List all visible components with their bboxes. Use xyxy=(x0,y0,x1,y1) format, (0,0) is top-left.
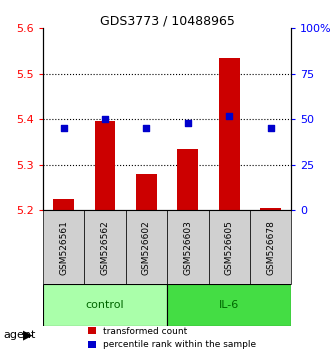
Text: GSM526561: GSM526561 xyxy=(59,220,68,275)
Point xyxy=(144,125,149,131)
Text: GSM526605: GSM526605 xyxy=(225,220,234,275)
FancyBboxPatch shape xyxy=(126,210,167,284)
FancyBboxPatch shape xyxy=(43,284,167,326)
Legend: transformed count, percentile rank within the sample: transformed count, percentile rank withi… xyxy=(85,323,260,353)
Title: GDS3773 / 10488965: GDS3773 / 10488965 xyxy=(100,14,235,27)
FancyBboxPatch shape xyxy=(167,284,291,326)
FancyBboxPatch shape xyxy=(84,210,126,284)
Text: control: control xyxy=(86,300,124,310)
FancyBboxPatch shape xyxy=(250,210,291,284)
Bar xyxy=(177,149,198,210)
Text: agent: agent xyxy=(3,330,36,339)
Text: IL-6: IL-6 xyxy=(219,300,239,310)
FancyBboxPatch shape xyxy=(209,210,250,284)
Bar xyxy=(219,58,240,210)
Point xyxy=(226,113,232,118)
Point xyxy=(61,125,66,131)
Point xyxy=(103,116,108,122)
Text: ▶: ▶ xyxy=(23,328,33,341)
Point xyxy=(185,120,191,126)
Bar xyxy=(260,208,281,210)
Text: GSM526562: GSM526562 xyxy=(101,220,110,275)
FancyBboxPatch shape xyxy=(167,210,209,284)
Bar xyxy=(53,199,74,210)
Text: GSM526678: GSM526678 xyxy=(266,220,275,275)
Text: GSM526602: GSM526602 xyxy=(142,220,151,275)
Point xyxy=(268,125,273,131)
Text: GSM526603: GSM526603 xyxy=(183,220,192,275)
FancyBboxPatch shape xyxy=(43,210,84,284)
Bar xyxy=(95,121,116,210)
Bar xyxy=(136,174,157,210)
